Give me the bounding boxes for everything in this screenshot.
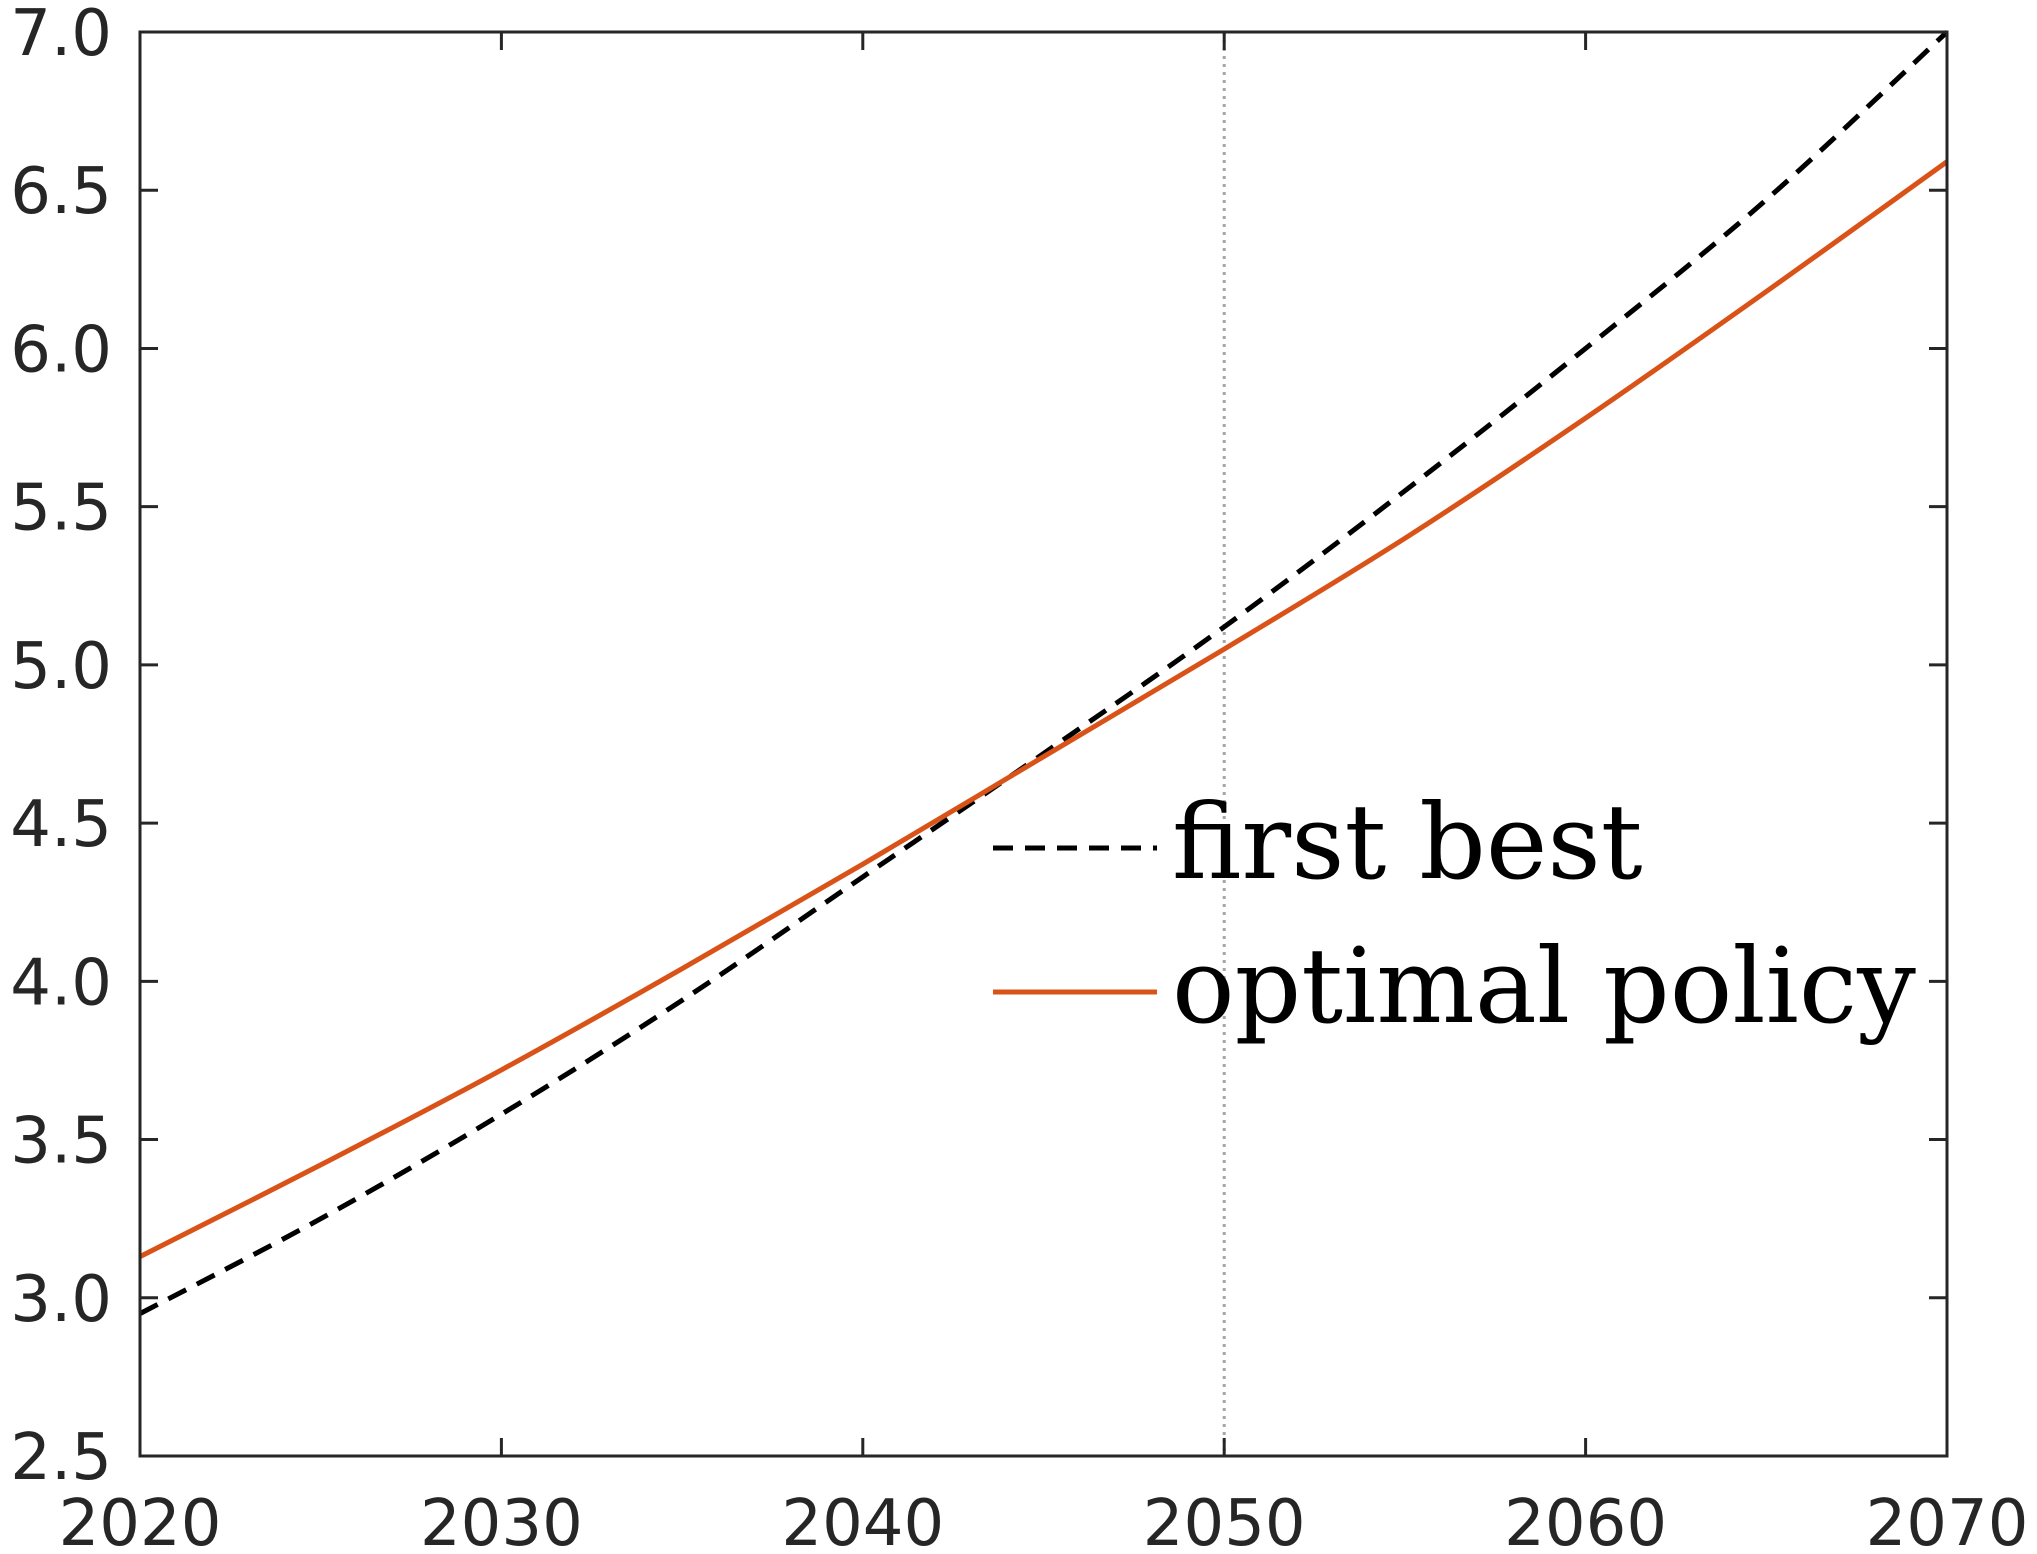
plot-area: [140, 32, 1947, 1456]
x-tick-label: 2040: [781, 1487, 944, 1554]
plot-frame: [138, 30, 1949, 1458]
y-tick-label: 3.0: [10, 1263, 112, 1337]
y-tick-label: 2.5: [10, 1421, 112, 1495]
x-tick-label: 2020: [59, 1487, 222, 1554]
legend: first best optimal policy: [993, 781, 1916, 1047]
y-tick-label: 4.5: [10, 788, 112, 862]
y-tick-label: 3.5: [10, 1105, 112, 1179]
y-tick-label: 5.5: [10, 472, 112, 546]
legend-label-1: optimal policy: [1172, 925, 1916, 1047]
series-line-0: [138, 30, 1949, 1316]
x-tick-label: 2030: [420, 1487, 583, 1554]
x-tick-label: 2060: [1504, 1487, 1667, 1554]
y-tick-label: 6.0: [10, 313, 112, 387]
x-tick-label: 2050: [1143, 1487, 1306, 1554]
y-tick-label: 5.0: [10, 630, 112, 704]
y-tick-label: 6.5: [10, 155, 112, 229]
y-tick-label: 7.0: [10, 0, 112, 71]
legend-label-0: first best: [1172, 781, 1643, 903]
x-tick-label: 2070: [1866, 1487, 2029, 1554]
series-line-1: [138, 159, 1949, 1259]
y-tick-label: 4.0: [10, 946, 112, 1020]
